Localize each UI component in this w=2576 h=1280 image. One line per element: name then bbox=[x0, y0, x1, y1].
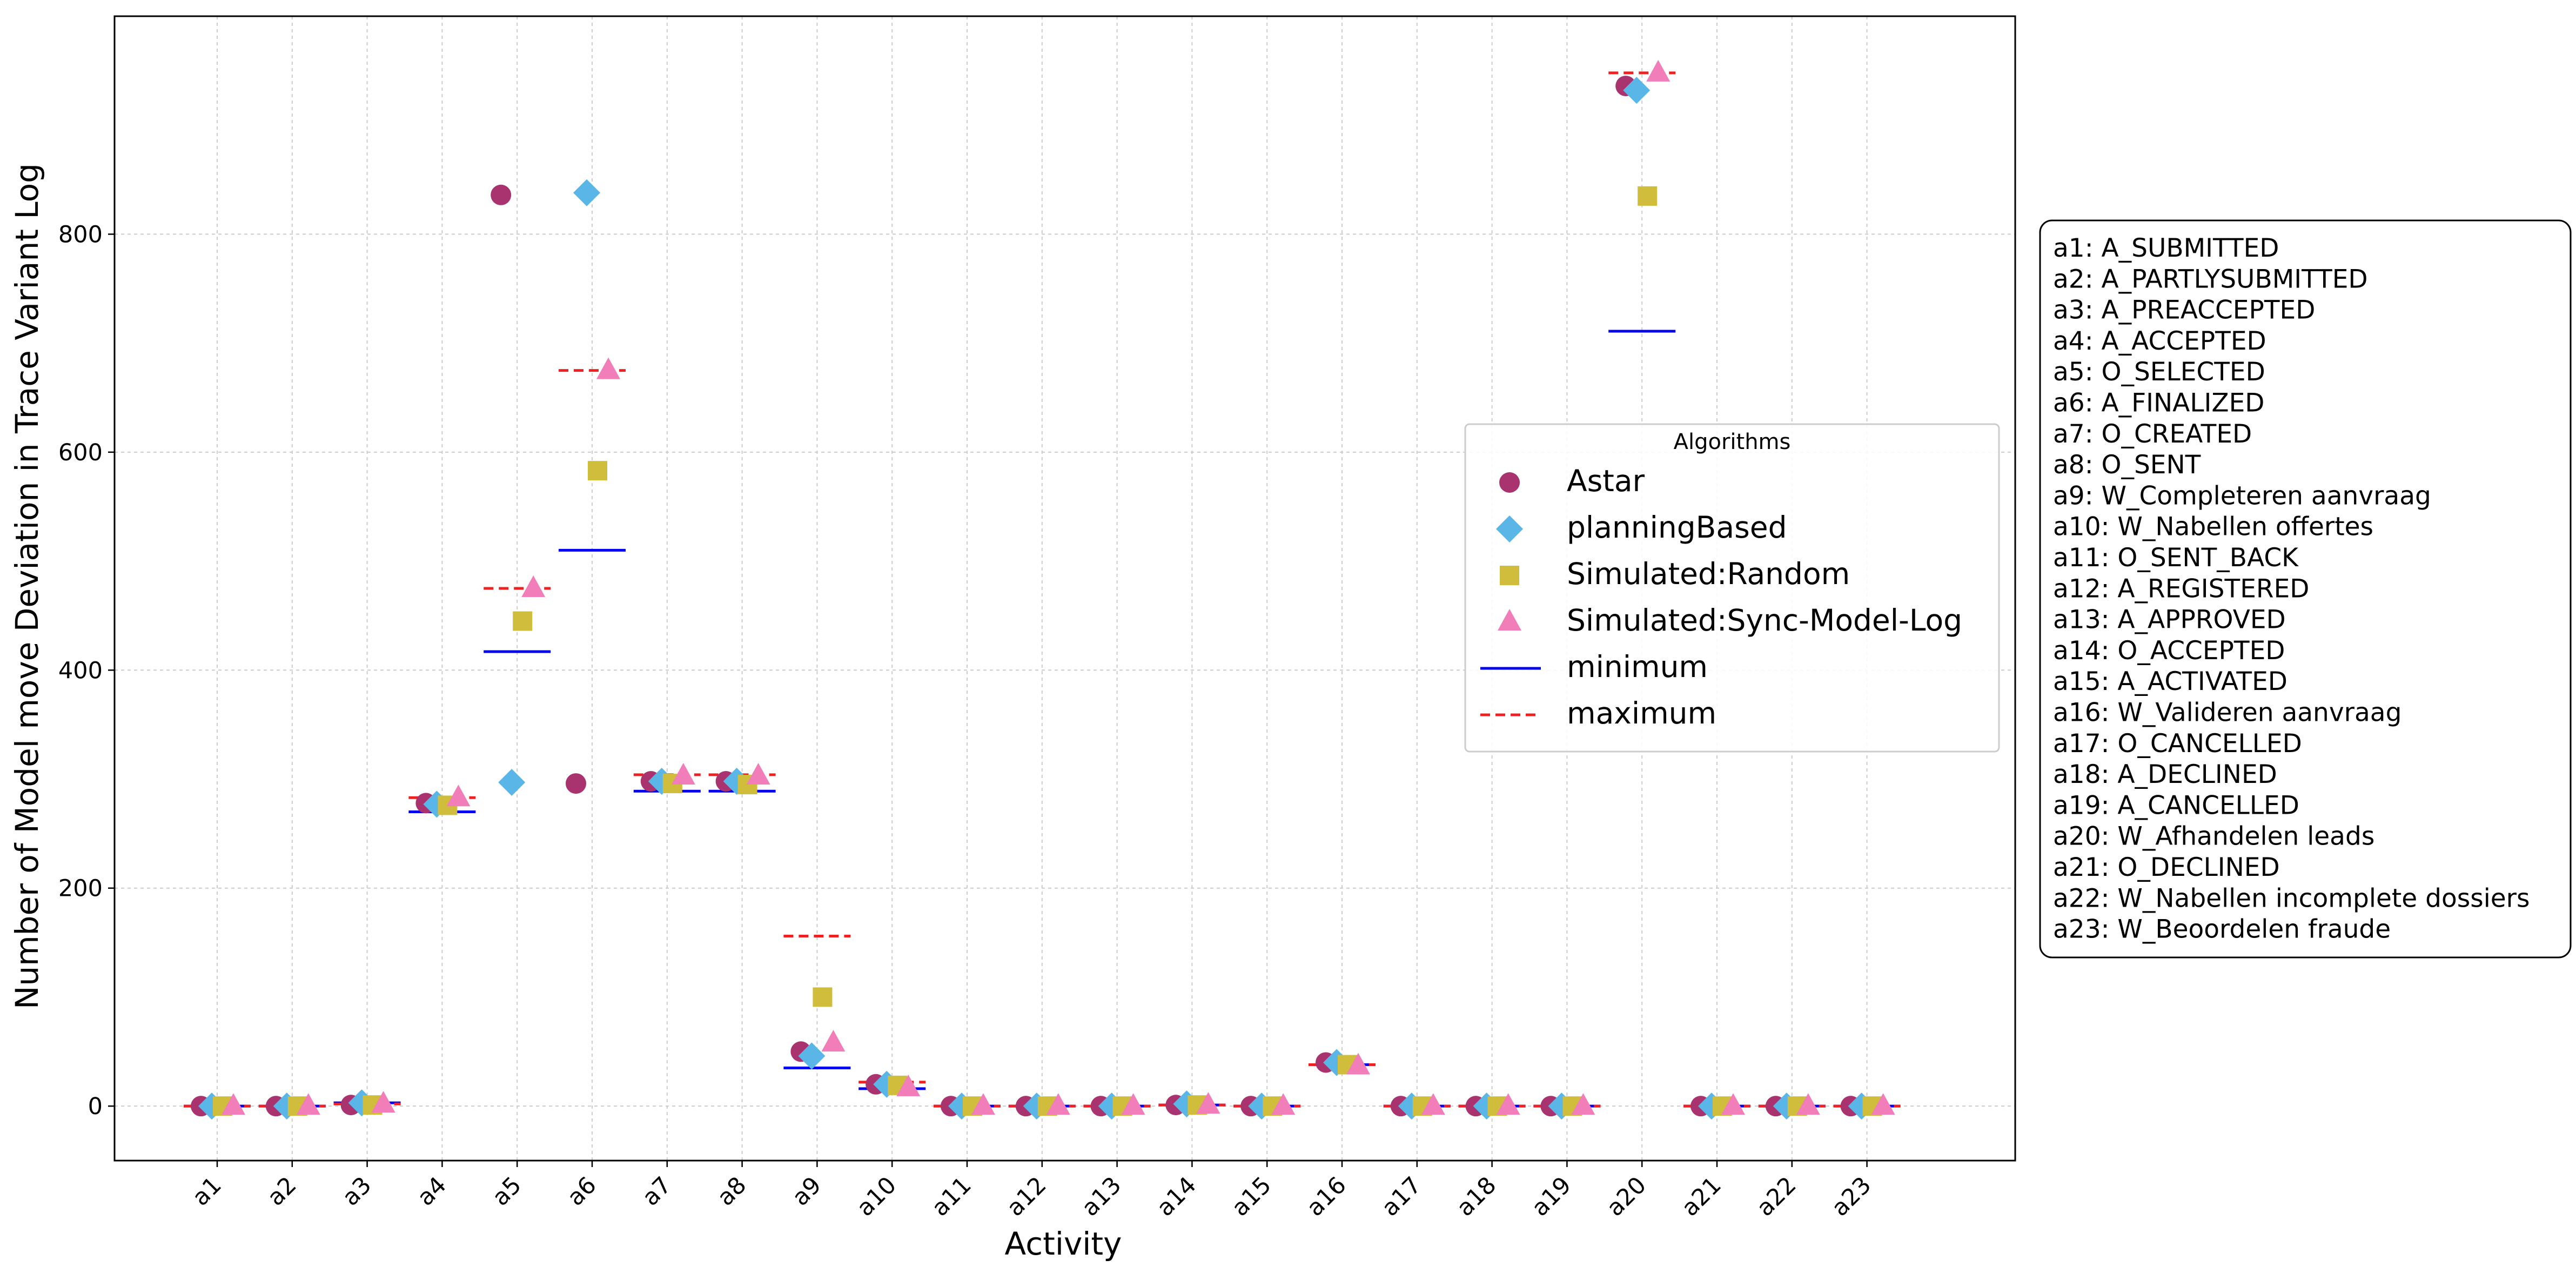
legend-label: planningBased bbox=[1567, 510, 1787, 545]
legend-marker bbox=[1500, 566, 1519, 585]
legend-marker bbox=[1498, 609, 1521, 631]
y-axis-title: Number of Model move Deviation in Trace … bbox=[9, 163, 45, 1009]
simulated-sync-model-log-point bbox=[671, 762, 695, 785]
plot-area-frame bbox=[113, 15, 2016, 1162]
activity-mapping-item: a4: A_ACCEPTED bbox=[2053, 326, 2266, 356]
activity-mapping-item: a9: W_Completeren aanvraag bbox=[2053, 481, 2431, 511]
activity-mapping-item: a13: A_APPROVED bbox=[2053, 605, 2286, 635]
activity-mapping-item: a3: A_PREACCEPTED bbox=[2053, 296, 2315, 325]
simulated-sync-model-log-point bbox=[296, 1093, 320, 1115]
simulated-sync-model-log-point bbox=[1196, 1092, 1220, 1114]
activity-mapping-item: a16: W_Valideren aanvraag bbox=[2053, 698, 2401, 728]
simulated-sync-model-log-point bbox=[446, 785, 471, 807]
simulated-sync-model-log-point bbox=[1496, 1093, 1520, 1115]
activity-mapping-item: a7: O_CREATED bbox=[2053, 419, 2252, 449]
simulated-random-point bbox=[1638, 186, 1658, 206]
activity-mapping-item: a18: A_DECLINED bbox=[2053, 760, 2277, 789]
simulated-sync-model-log-point bbox=[1121, 1093, 1145, 1115]
simulated-sync-model-log-point bbox=[746, 762, 770, 785]
simulated-sync-model-log-point bbox=[1421, 1093, 1445, 1115]
y-tick-label: 200 bbox=[58, 875, 103, 902]
activity-mapping-item: a6: A_FINALIZED bbox=[2053, 388, 2264, 418]
activity-mapping-item: a2: A_PARTLYSUBMITTED bbox=[2053, 264, 2368, 294]
legend-label: Simulated:Sync-Model-Log bbox=[1567, 603, 1962, 638]
astar-point bbox=[566, 773, 586, 794]
legend-marker bbox=[1499, 472, 1520, 493]
simulated-sync-model-log-point bbox=[521, 575, 546, 597]
activity-mapping-item: a17: O_CANCELLED bbox=[2053, 729, 2302, 759]
legend-label: minimum bbox=[1567, 649, 1708, 684]
legend-title: Algorithms bbox=[1674, 430, 1791, 454]
x-axis-title: Activity bbox=[1005, 1225, 1122, 1262]
data-points bbox=[191, 59, 1895, 1120]
planningbased-point bbox=[573, 179, 600, 206]
activity-mapping-item: a22: W_Nabellen incomplete dossiers bbox=[2053, 883, 2530, 913]
simulated-random-point bbox=[813, 987, 833, 1007]
simulated-sync-model-log-point bbox=[1271, 1093, 1296, 1115]
activity-mapping-item: a12: A_REGISTERED bbox=[2053, 574, 2309, 604]
astar-point bbox=[491, 184, 512, 205]
simulated-sync-model-log-point bbox=[596, 357, 620, 379]
simulated-random-point bbox=[513, 611, 533, 631]
activity-mapping-item: a5: O_SELECTED bbox=[2053, 357, 2265, 387]
activity-mapping-item: a11: O_SENT_BACK bbox=[2053, 543, 2299, 573]
simulated-random-point bbox=[588, 461, 607, 481]
activity-mapping-item: a10: W_Nabellen offertes bbox=[2053, 512, 2373, 542]
y-tick-label: 600 bbox=[58, 439, 103, 466]
y-tick-label: 800 bbox=[58, 221, 103, 248]
activity-mapping-item: a20: W_Afhandelen leads bbox=[2053, 822, 2374, 852]
simulated-sync-model-log-point bbox=[1871, 1093, 1895, 1115]
legend-items: Astar planningBased Simulated:Random Simula… bbox=[1480, 464, 1962, 731]
activity-mapping-item: a19: A_CANCELLED bbox=[2053, 790, 2299, 820]
activity-mapping-item: a21: O_DECLINED bbox=[2053, 853, 2280, 882]
simulated-sync-model-log-point bbox=[971, 1093, 995, 1115]
legend-label: Simulated:Random bbox=[1567, 557, 1850, 591]
activity-mapping-item: a14: O_ACCEPTED bbox=[2053, 636, 2285, 666]
simulated-sync-model-log-point bbox=[1046, 1093, 1070, 1115]
simulated-sync-model-log-point bbox=[896, 1074, 921, 1096]
legend-marker bbox=[1496, 515, 1523, 542]
simulated-sync-model-log-point bbox=[222, 1093, 245, 1115]
legend-label: Astar bbox=[1567, 464, 1645, 498]
planningbased-point bbox=[1623, 77, 1651, 104]
simulated-sync-model-log-point bbox=[821, 1030, 846, 1052]
planningbased-point bbox=[798, 1042, 826, 1070]
legend: Algorithms Astar planningBased Simulated:R… bbox=[1464, 423, 2000, 753]
simulated-sync-model-log-point bbox=[1346, 1053, 1370, 1075]
simulated-sync-model-log-point bbox=[1646, 59, 1671, 82]
simulated-sync-model-log-point bbox=[1721, 1093, 1745, 1115]
simulated-sync-model-log-point bbox=[371, 1091, 395, 1113]
activity-mapping-item: a1: A_SUBMITTED bbox=[2053, 233, 2279, 263]
legend-label: maximum bbox=[1567, 696, 1716, 731]
planningbased-point bbox=[498, 769, 526, 796]
y-tick-label: 400 bbox=[58, 657, 103, 684]
y-tick-label: 0 bbox=[88, 1093, 103, 1120]
activity-mapping-frame bbox=[2039, 219, 2572, 959]
simulated-sync-model-log-point bbox=[1571, 1093, 1595, 1115]
activity-mapping-item: a23: W_Beoordelen fraude bbox=[2053, 915, 2391, 944]
activity-mapping-item: a15: A_ACTIVATED bbox=[2053, 667, 2287, 696]
legend-box bbox=[1464, 423, 2000, 753]
activity-mapping-item: a8: O_SENT bbox=[2053, 450, 2201, 480]
simulated-sync-model-log-point bbox=[1796, 1093, 1820, 1115]
